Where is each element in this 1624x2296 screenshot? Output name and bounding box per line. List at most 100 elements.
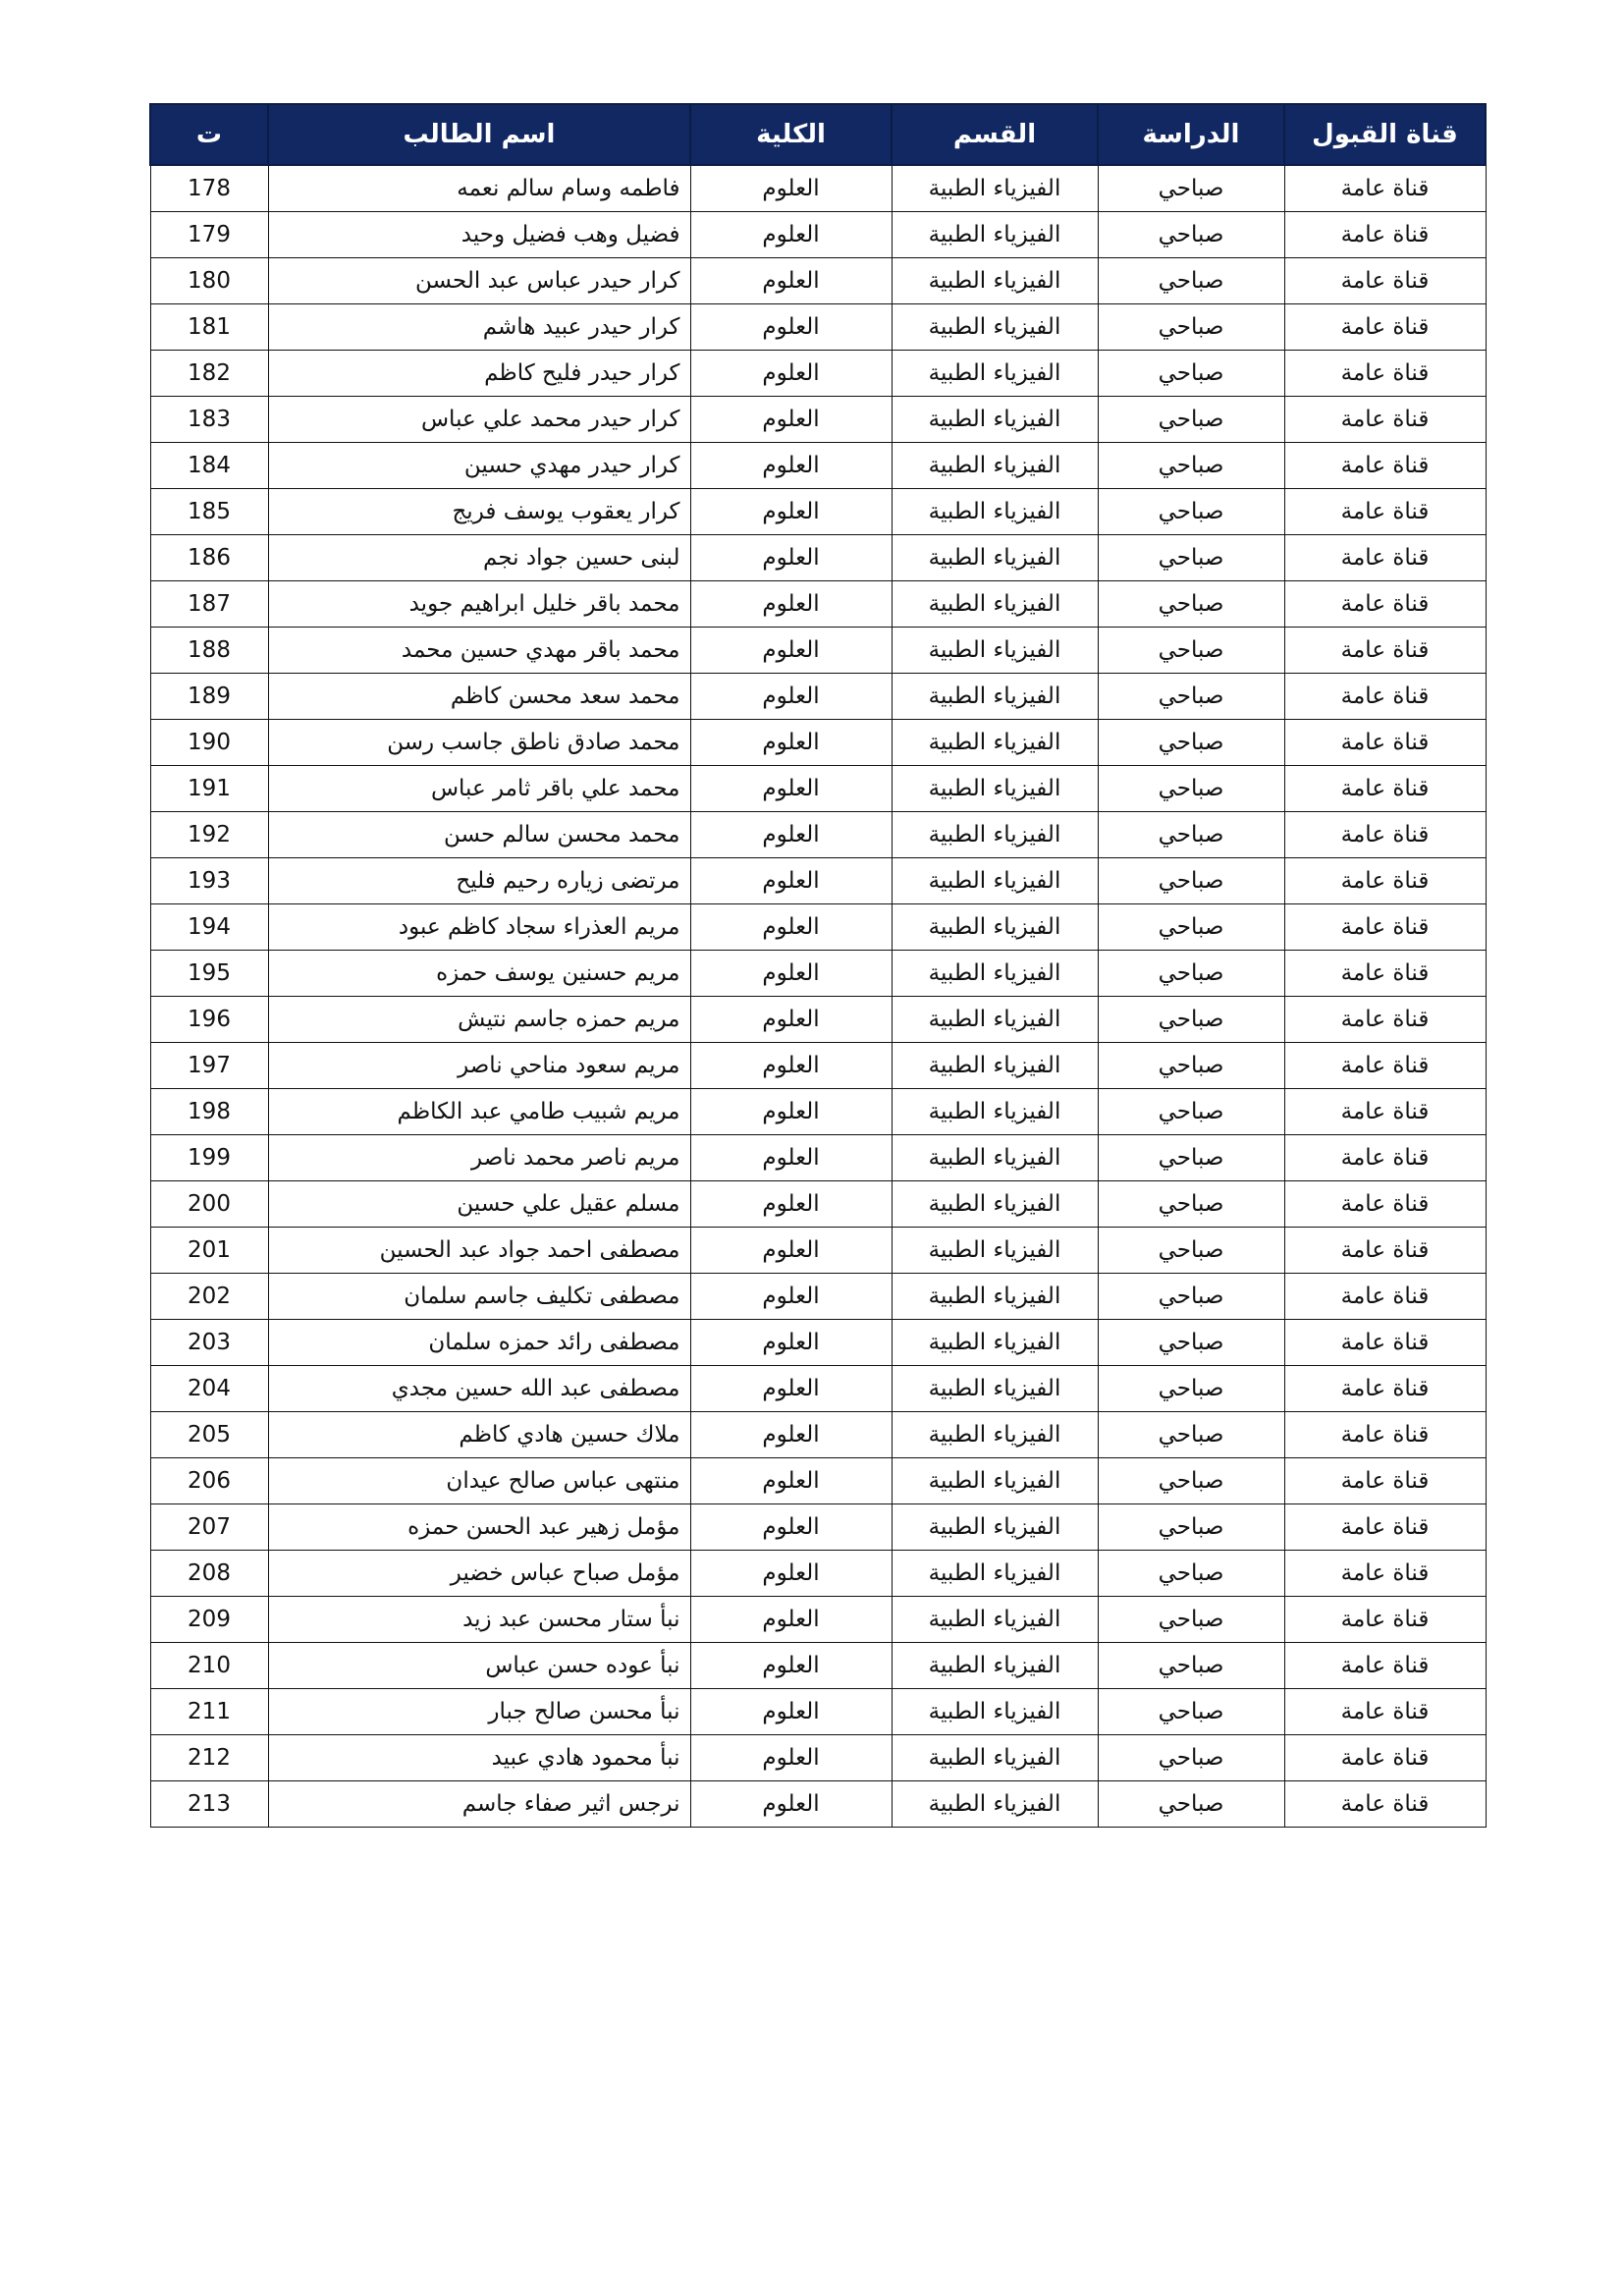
cell-index: 186 <box>149 534 269 581</box>
cell-faculty: العلوم <box>689 1642 893 1689</box>
cell-channel: قناة عامة <box>1283 903 1487 951</box>
cell-index: 184 <box>149 442 269 489</box>
cell-student-name: كرار يعقوب يوسف فريج <box>267 488 691 535</box>
table-row: قناة عامة صباحي الفيزياء الطبية العلوم مؤمل … <box>149 1503 1487 1551</box>
cell-study: صباحي <box>1097 1734 1285 1781</box>
cell-study: صباحي <box>1097 857 1285 904</box>
cell-faculty: العلوم <box>689 903 893 951</box>
cell-channel: قناة عامة <box>1283 1457 1487 1504</box>
cell-department: الفيزياء الطبية <box>891 1180 1099 1228</box>
cell-index: 196 <box>149 996 269 1043</box>
cell-channel: قناة عامة <box>1283 1088 1487 1135</box>
cell-index: 195 <box>149 950 269 997</box>
cell-study: صباحي <box>1097 534 1285 581</box>
table-row: قناة عامة صباحي الفيزياء الطبية العلوم نبأ م… <box>149 1688 1487 1735</box>
cell-index: 199 <box>149 1134 269 1181</box>
cell-index: 193 <box>149 857 269 904</box>
cell-channel: قناة عامة <box>1283 303 1487 351</box>
cell-index: 178 <box>149 164 269 212</box>
cell-study: صباحي <box>1097 1088 1285 1135</box>
cell-student-name: محمد علي باقر ثامر عباس <box>267 765 691 812</box>
cell-department: الفيزياء الطبية <box>891 627 1099 674</box>
cell-student-name: نرجس اثير صفاء جاسم <box>267 1780 691 1828</box>
cell-study: صباحي <box>1097 1273 1285 1320</box>
cell-index: 185 <box>149 488 269 535</box>
cell-index: 208 <box>149 1550 269 1597</box>
table-row: قناة عامة صباحي الفيزياء الطبية العلوم مصطفى… <box>149 1365 1487 1412</box>
table-row: قناة عامة صباحي الفيزياء الطبية العلوم كرار … <box>149 303 1487 351</box>
cell-channel: قناة عامة <box>1283 996 1487 1043</box>
table-row: قناة عامة صباحي الفيزياء الطبية العلوم مؤمل … <box>149 1550 1487 1597</box>
table-row: قناة عامة صباحي الفيزياء الطبية العلوم لبنى … <box>149 534 1487 581</box>
column-header-name: اسم الطالب <box>267 103 691 166</box>
cell-index: 209 <box>149 1596 269 1643</box>
cell-study: صباحي <box>1097 1180 1285 1228</box>
cell-student-name: مريم حسنين يوسف حمزه <box>267 950 691 997</box>
cell-study: صباحي <box>1097 1688 1285 1735</box>
cell-student-name: نبأ ستار محسن عبد زيد <box>267 1596 691 1643</box>
table-row: قناة عامة صباحي الفيزياء الطبية العلوم مريم … <box>149 1134 1487 1181</box>
cell-index: 191 <box>149 765 269 812</box>
cell-student-name: مؤمل زهير عبد الحسن حمزه <box>267 1503 691 1551</box>
cell-index: 198 <box>149 1088 269 1135</box>
cell-channel: قناة عامة <box>1283 1273 1487 1320</box>
cell-channel: قناة عامة <box>1283 950 1487 997</box>
cell-study: صباحي <box>1097 257 1285 304</box>
cell-channel: قناة عامة <box>1283 673 1487 720</box>
cell-faculty: العلوم <box>689 396 893 443</box>
cell-faculty: العلوم <box>689 857 893 904</box>
table-row: قناة عامة صباحي الفيزياء الطبية العلوم فاطمه… <box>149 164 1487 212</box>
cell-student-name: مريم سعود مناحي ناصر <box>267 1042 691 1089</box>
cell-index: 180 <box>149 257 269 304</box>
cell-student-name: لبنى حسين جواد نجم <box>267 534 691 581</box>
table-row: قناة عامة صباحي الفيزياء الطبية العلوم محمد … <box>149 627 1487 674</box>
cell-study: صباحي <box>1097 1596 1285 1643</box>
cell-department: الفيزياء الطبية <box>891 396 1099 443</box>
table-row: قناة عامة صباحي الفيزياء الطبية العلوم مرتضى… <box>149 857 1487 904</box>
cell-channel: قناة عامة <box>1283 350 1487 397</box>
cell-department: الفيزياء الطبية <box>891 1596 1099 1643</box>
cell-department: الفيزياء الطبية <box>891 1642 1099 1689</box>
cell-department: الفيزياء الطبية <box>891 1457 1099 1504</box>
cell-faculty: العلوم <box>689 1134 893 1181</box>
cell-study: صباحي <box>1097 719 1285 766</box>
cell-index: 200 <box>149 1180 269 1228</box>
cell-channel: قناة عامة <box>1283 442 1487 489</box>
cell-index: 205 <box>149 1411 269 1458</box>
cell-student-name: كرار حيدر فليح كاظم <box>267 350 691 397</box>
cell-channel: قناة عامة <box>1283 1042 1487 1089</box>
table-row: قناة عامة صباحي الفيزياء الطبية العلوم مريم … <box>149 1088 1487 1135</box>
table-row: قناة عامة صباحي الفيزياء الطبية العلوم مريم … <box>149 1042 1487 1089</box>
cell-index: 188 <box>149 627 269 674</box>
cell-department: الفيزياء الطبية <box>891 1550 1099 1597</box>
cell-student-name: محمد باقر خليل ابراهيم جويد <box>267 580 691 628</box>
cell-index: 213 <box>149 1780 269 1828</box>
cell-index: 203 <box>149 1319 269 1366</box>
cell-index: 212 <box>149 1734 269 1781</box>
cell-study: صباحي <box>1097 1042 1285 1089</box>
cell-department: الفيزياء الطبية <box>891 1088 1099 1135</box>
cell-channel: قناة عامة <box>1283 765 1487 812</box>
table-row: قناة عامة صباحي الفيزياء الطبية العلوم منتهى… <box>149 1457 1487 1504</box>
cell-faculty: العلوم <box>689 211 893 258</box>
cell-channel: قناة عامة <box>1283 1319 1487 1366</box>
cell-student-name: مصطفى تكليف جاسم سلمان <box>267 1273 691 1320</box>
cell-department: الفيزياء الطبية <box>891 719 1099 766</box>
table-row: قناة عامة صباحي الفيزياء الطبية العلوم كرار … <box>149 257 1487 304</box>
cell-study: صباحي <box>1097 673 1285 720</box>
cell-channel: قناة عامة <box>1283 1180 1487 1228</box>
cell-department: الفيزياء الطبية <box>891 1688 1099 1735</box>
cell-study: صباحي <box>1097 1319 1285 1366</box>
cell-faculty: العلوم <box>689 1088 893 1135</box>
cell-faculty: العلوم <box>689 257 893 304</box>
cell-channel: قناة عامة <box>1283 1642 1487 1689</box>
cell-channel: قناة عامة <box>1283 1734 1487 1781</box>
cell-index: 183 <box>149 396 269 443</box>
cell-department: الفيزياء الطبية <box>891 303 1099 351</box>
cell-study: صباحي <box>1097 1411 1285 1458</box>
cell-faculty: العلوم <box>689 534 893 581</box>
cell-faculty: العلوم <box>689 1503 893 1551</box>
cell-department: الفيزياء الطبية <box>891 1734 1099 1781</box>
cell-faculty: العلوم <box>689 673 893 720</box>
cell-student-name: مريم شبيب طامي عبد الكاظم <box>267 1088 691 1135</box>
